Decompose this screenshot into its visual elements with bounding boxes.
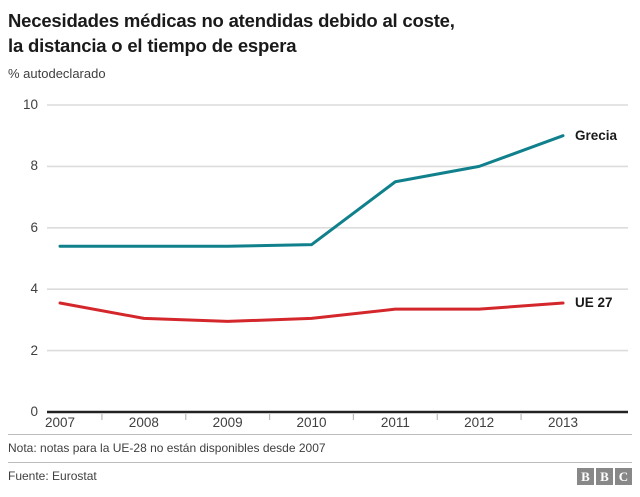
chart-note: Nota: notas para la UE-28 no están dispo… bbox=[8, 441, 326, 455]
x-axis-tick-label: 2008 bbox=[128, 415, 159, 430]
divider-bottom bbox=[8, 462, 632, 463]
divider-top bbox=[8, 434, 632, 435]
y-axis-tick-label: 0 bbox=[30, 404, 38, 419]
bbc-logo-letter-2: B bbox=[596, 468, 613, 485]
x-axis-tick-label: 2007 bbox=[44, 415, 76, 430]
series-label-grecia: Grecia bbox=[575, 127, 618, 143]
bbc-logo-letter-1: B bbox=[577, 468, 594, 485]
x-axis-labels: 2007 2008 2009 2010 2011 2012 2013 bbox=[0, 414, 640, 438]
page-title: Necesidades médicas no atendidas debido … bbox=[8, 10, 455, 56]
plot-area bbox=[0, 95, 640, 420]
series-line-ue27 bbox=[58, 301, 565, 323]
y-axis-tick-label: 8 bbox=[30, 158, 38, 174]
x-axis-tick-label: 2013 bbox=[547, 415, 579, 430]
series-label-ue27: UE 27 bbox=[575, 295, 613, 310]
bbc-logo: B B C bbox=[577, 468, 632, 485]
x-axis-tick-label: 2009 bbox=[212, 415, 243, 430]
y-axis-tick-label: 6 bbox=[30, 219, 38, 235]
series-line-grecia bbox=[58, 134, 565, 248]
bbc-logo-letter-3: C bbox=[615, 468, 632, 485]
line-chart-svg bbox=[47, 104, 628, 420]
x-axis-tick-label: 2011 bbox=[380, 415, 410, 430]
y-axis-tick-label: 4 bbox=[30, 281, 38, 297]
x-axis-tick-label: 2010 bbox=[296, 415, 327, 430]
chart-subtitle: % autodeclarado bbox=[8, 66, 106, 81]
y-axis-labels: 0 2 4 6 8 10 bbox=[0, 95, 44, 420]
x-axis-tick-label: 2012 bbox=[464, 415, 495, 430]
y-axis-tick-label: 2 bbox=[30, 342, 38, 358]
chart-source: Fuente: Eurostat bbox=[8, 469, 97, 483]
y-axis-tick-label: 10 bbox=[22, 97, 38, 112]
